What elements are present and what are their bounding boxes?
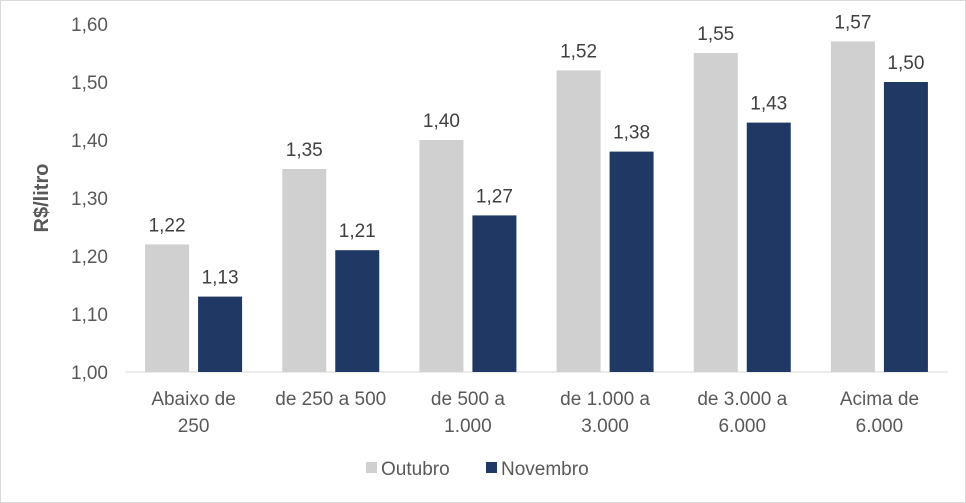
bar-novembro: [472, 215, 517, 372]
bar-novembro: [335, 250, 380, 372]
x-category-label: de 500 a 1.000: [431, 389, 505, 437]
legend-label-novembro: Novembro: [501, 459, 589, 480]
data-label: 1,13: [202, 268, 239, 289]
data-label: 1,50: [887, 53, 924, 74]
x-category-label: Abaixo de 250: [151, 389, 236, 437]
category-labels: Abaixo de 250 de 250 a 500 de 500 a 1.000 de …: [151, 389, 919, 437]
y-tick-label: 1,60: [71, 15, 108, 36]
data-label: 1,43: [750, 94, 787, 115]
bar-outubro: [145, 244, 190, 372]
x-category-label: de 3.000 a 6.000: [697, 389, 787, 437]
data-label: 1,57: [834, 12, 871, 33]
legend-swatch-novembro: [486, 462, 497, 473]
bar-outubro: [830, 41, 875, 373]
bar-outubro: [693, 53, 738, 372]
y-axis-ticks: 1,00 1,10 1,20 1,30 1,40 1,50 1,60: [71, 15, 108, 384]
bar-outubro: [556, 70, 601, 373]
y-tick-label: 1,00: [71, 363, 108, 384]
y-tick-label: 1,50: [71, 73, 108, 94]
bar-novembro: [609, 151, 654, 372]
y-tick-label: 1,10: [71, 305, 108, 326]
data-label: 1,40: [423, 111, 460, 132]
bar-novembro: [746, 122, 791, 372]
x-category-label: Acima de 6.000: [840, 389, 919, 437]
bar-novembro: [883, 82, 928, 372]
y-tick-label: 1,30: [71, 189, 108, 210]
legend-swatch-outubro: [366, 462, 377, 473]
legend-label-outubro: Outubro: [381, 459, 450, 480]
data-label: 1,55: [697, 24, 734, 45]
y-tick-label: 1,40: [71, 131, 108, 152]
data-label: 1,22: [149, 215, 186, 236]
data-label: 1,21: [339, 221, 376, 242]
data-label: 1,35: [286, 140, 323, 161]
data-label: 1,52: [560, 41, 597, 62]
data-labels: 1,22 1,35 1,40 1,52 1,55 1,57 1,13 1,21 1,27 1,38…: [149, 12, 925, 288]
x-category-label: de 250 a 500: [275, 389, 386, 410]
bars: [145, 41, 928, 373]
bar-novembro: [198, 296, 243, 372]
bar-outubro: [282, 169, 327, 372]
y-axis-title: R$/litro: [31, 164, 53, 233]
bar-outubro: [419, 140, 464, 372]
legend: Outubro Novembro: [366, 459, 589, 480]
data-label: 1,38: [613, 123, 650, 144]
x-category-label: de 1.000 a 3.000: [560, 389, 650, 437]
y-tick-label: 1,20: [71, 247, 108, 268]
data-label: 1,27: [476, 186, 513, 207]
